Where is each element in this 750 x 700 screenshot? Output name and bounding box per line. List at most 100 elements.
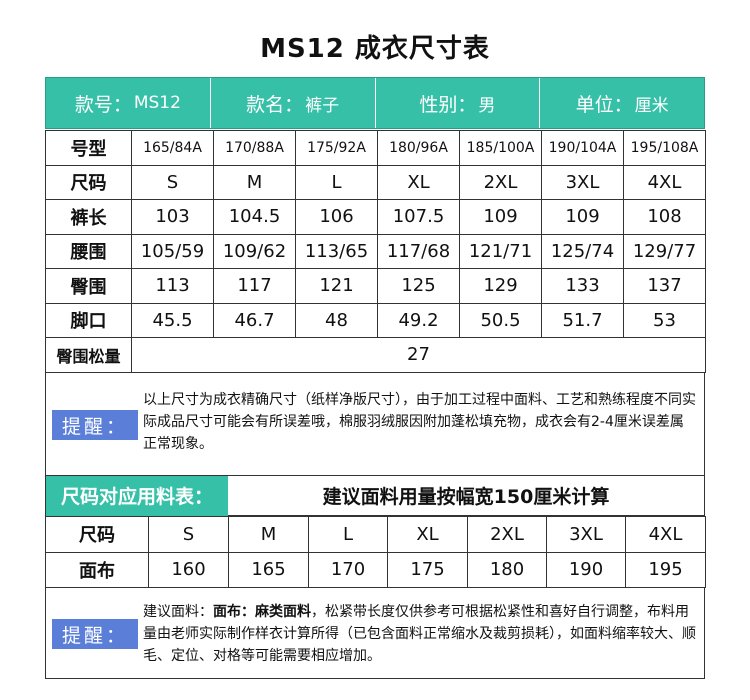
table-cell: 185/100A xyxy=(459,130,542,166)
table-cell: 49.2 xyxy=(377,302,460,338)
fabric-face-label: 面布： xyxy=(213,604,255,620)
table-cell: 50.5 xyxy=(459,302,542,338)
table-cell: 105/59 xyxy=(131,233,214,269)
table-cell: 51.7 xyxy=(541,302,624,338)
table-cell: 125 xyxy=(377,268,460,304)
table-cell: 2XL xyxy=(459,164,542,200)
table-row: 脚口 45.5 46.7 48 49.2 50.5 51.7 53 xyxy=(45,302,706,338)
table-cell: 190 xyxy=(546,551,626,588)
table-cell: 3XL xyxy=(541,164,624,200)
table-cell: 117 xyxy=(213,268,296,304)
style-number-value: MS12 xyxy=(133,93,181,113)
style-number-cell: 款号： MS12 xyxy=(46,78,211,128)
row-label: 尺码 xyxy=(45,516,149,553)
fabric-reminder-note: 提醒： 建议面料：面布：麻类面料，松紧带长度仅供参考可根据松紧性和喜好自行调整，… xyxy=(45,587,705,679)
table-cell: 170 xyxy=(308,551,388,588)
table-row: 臀围松量 27 xyxy=(45,337,706,373)
table-cell: 137 xyxy=(623,268,706,304)
table-cell: 103 xyxy=(131,199,214,235)
fabric-width-note: 建议面料用量按幅宽150厘米计算 xyxy=(322,486,610,508)
table-cell: 129/77 xyxy=(623,233,706,269)
reminder-badge: 提醒： xyxy=(52,619,138,649)
table-cell: 175 xyxy=(387,551,468,588)
table-cell: 195 xyxy=(625,551,706,588)
table-row: 尺码 S M L XL 2XL 3XL 4XL xyxy=(45,164,706,200)
row-label: 裤长 xyxy=(45,199,132,235)
table-cell: 3XL xyxy=(546,516,626,553)
style-name-label: 款名： xyxy=(246,93,304,116)
style-number-label: 款号： xyxy=(74,93,132,116)
table-cell: 113 xyxy=(131,268,214,304)
style-name-cell: 款名： 裤子 xyxy=(211,78,376,128)
table-cell: 113/65 xyxy=(295,233,378,269)
table-cell: M xyxy=(213,164,296,200)
table-cell: S xyxy=(148,516,229,553)
table-cell: 129 xyxy=(459,268,542,304)
table-row: 号型 165/84A 170/88A 175/92A 180/96A 185/1… xyxy=(45,130,706,166)
table-cell: 165/84A xyxy=(131,130,214,166)
table-cell: 46.7 xyxy=(213,302,296,338)
table-cell: 106 xyxy=(295,199,378,235)
fabric-table: 尺码 S M L XL 2XL 3XL 4XL 面布 160 165 170 1… xyxy=(45,516,706,588)
table-cell: S xyxy=(131,164,214,200)
gender-cell: 性别： 男 xyxy=(376,78,541,128)
table-row: 面布 160 165 170 175 180 190 195 xyxy=(45,551,706,588)
fabric-reminder-body: ，松紧带长度仅供参考可根据松紧性和喜好自行调整，布料用量由老师实际制作样衣计算所… xyxy=(143,604,696,664)
table-cell: 160 xyxy=(148,551,229,588)
table-cell: 53 xyxy=(623,302,706,338)
fabric-reminder-text: 建议面料：面布：麻类面料，松紧带长度仅供参考可根据松紧性和喜好自行调整，布料用量… xyxy=(143,601,696,667)
table-cell: 109 xyxy=(541,199,624,235)
table-cell: M xyxy=(228,516,309,553)
fabric-header: 尺码对应用料表： 建议面料用量按幅宽150厘米计算 xyxy=(45,475,705,516)
table-row: 臀围 113 117 121 125 129 133 137 xyxy=(45,268,706,304)
table-cell: 170/88A xyxy=(213,130,296,166)
table-cell: 4XL xyxy=(623,164,706,200)
style-name-value: 裤子 xyxy=(305,95,340,116)
table-cell: 190/104A xyxy=(541,130,624,166)
table-cell: 45.5 xyxy=(131,302,214,338)
gender-value: 男 xyxy=(478,95,496,116)
table-cell: 2XL xyxy=(467,516,547,553)
table-cell: 108 xyxy=(623,199,706,235)
table-cell: 121/71 xyxy=(459,233,542,269)
fabric-prefix: 建议面料： xyxy=(143,604,213,620)
unit-cell: 单位： 厘米 xyxy=(540,78,704,128)
table-cell: 109/62 xyxy=(213,233,296,269)
table-cell: 165 xyxy=(228,551,309,588)
table-row: 尺码 S M L XL 2XL 3XL 4XL xyxy=(45,516,706,553)
table-cell: L xyxy=(308,516,388,553)
table-cell: 175/92A xyxy=(295,130,378,166)
fabric-table-tag: 尺码对应用料表： xyxy=(46,475,228,516)
fabric-type: 麻类面料 xyxy=(255,604,311,620)
row-label: 腰围 xyxy=(45,233,132,269)
table-cell: 195/108A xyxy=(623,130,706,166)
gender-label: 性别： xyxy=(419,93,477,116)
row-label: 尺码 xyxy=(45,164,132,200)
table-cell: XL xyxy=(387,516,468,553)
row-label: 臀围松量 xyxy=(45,337,132,373)
reminder-note: 提醒： 以上尺寸为成衣精确尺寸（纸样净版尺寸），由于加工过程中面料、工艺和熟练程… xyxy=(45,372,705,476)
table-cell: 180/96A xyxy=(377,130,460,166)
table-cell: 107.5 xyxy=(377,199,460,235)
table-cell: 117/68 xyxy=(377,233,460,269)
size-table: 号型 165/84A 170/88A 175/92A 180/96A 185/1… xyxy=(45,130,706,373)
reminder-badge: 提醒： xyxy=(52,410,138,440)
page-title: MS12 成衣尺寸表 xyxy=(260,34,490,64)
table-cell: L xyxy=(295,164,378,200)
table-cell: 48 xyxy=(295,302,378,338)
table-row: 腰围 105/59 109/62 113/65 117/68 121/71 12… xyxy=(45,233,706,269)
unit-value: 厘米 xyxy=(634,95,669,116)
table-cell: 109 xyxy=(459,199,542,235)
reminder-text: 以上尺寸为成衣精确尺寸（纸样净版尺寸），由于加工过程中面料、工艺和熟练程度不同实… xyxy=(143,392,696,452)
table-cell: 4XL xyxy=(625,516,706,553)
row-label: 臀围 xyxy=(45,268,132,304)
ease-value: 27 xyxy=(131,337,706,373)
row-label: 脚口 xyxy=(45,302,132,338)
unit-label: 单位： xyxy=(575,93,633,116)
table-cell: 104.5 xyxy=(213,199,296,235)
info-bar: 款号： MS12 款名： 裤子 性别： 男 单位： 厘米 xyxy=(45,77,705,129)
table-cell: 125/74 xyxy=(541,233,624,269)
table-row: 裤长 103 104.5 106 107.5 109 109 108 xyxy=(45,199,706,235)
table-cell: 121 xyxy=(295,268,378,304)
row-label: 面布 xyxy=(45,551,149,588)
